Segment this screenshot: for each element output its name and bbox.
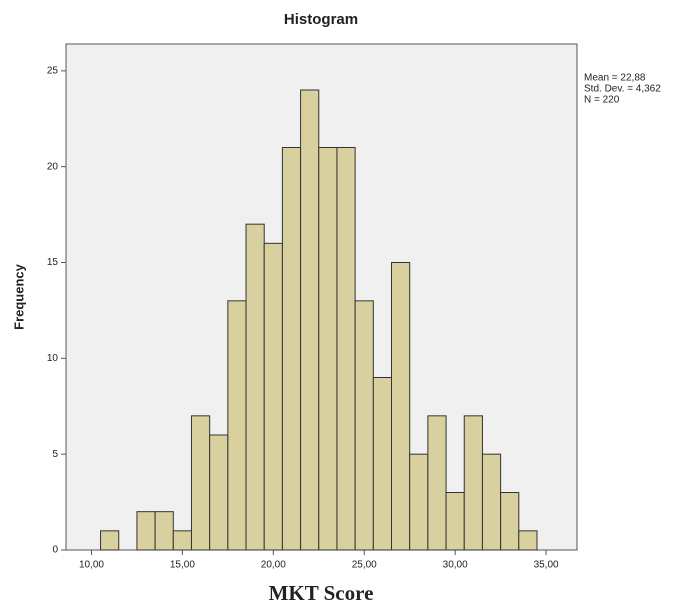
x-tick-label: 35,00 [534, 560, 559, 571]
x-tick-label: 30,00 [443, 560, 468, 571]
chart-title: Histogram [284, 11, 358, 28]
y-tick-label: 25 [47, 65, 59, 76]
y-tick-label: 10 [47, 353, 59, 364]
bar [136, 511, 156, 551]
bar [172, 530, 192, 551]
y-tick-label: 20 [47, 161, 59, 172]
bar [391, 262, 411, 551]
bar [372, 377, 393, 551]
bar [245, 223, 265, 551]
x-tick-label: 25,00 [352, 560, 377, 571]
bar [209, 434, 229, 551]
x-tick-label: 15,00 [170, 560, 195, 571]
bar [445, 492, 465, 551]
bar [154, 511, 174, 551]
bar [318, 147, 338, 551]
bar [481, 453, 502, 551]
x-tick-label: 20,00 [261, 560, 286, 571]
x-tick-label: 10,00 [79, 560, 104, 571]
y-axis-label: Frequency [11, 263, 26, 330]
stats-annotation: Std. Dev. = 4,362 [584, 84, 661, 95]
bar [263, 242, 283, 551]
bar [409, 453, 429, 551]
y-tick-label: 5 [52, 449, 58, 460]
bar [354, 300, 374, 551]
bar [518, 530, 538, 551]
bar [190, 415, 211, 551]
x-axis-label: MKT Score [269, 581, 374, 605]
y-tick-label: 0 [52, 545, 58, 556]
bar [281, 147, 302, 551]
bar [427, 415, 447, 551]
bar [227, 300, 247, 551]
bar [336, 147, 356, 551]
stats-annotation: Mean = 22,88 [584, 73, 646, 84]
bar [500, 492, 520, 551]
bar [463, 415, 483, 551]
y-tick-label: 15 [47, 257, 59, 268]
bar [300, 89, 320, 551]
bar [100, 530, 120, 551]
stats-annotation: N = 220 [584, 95, 620, 106]
